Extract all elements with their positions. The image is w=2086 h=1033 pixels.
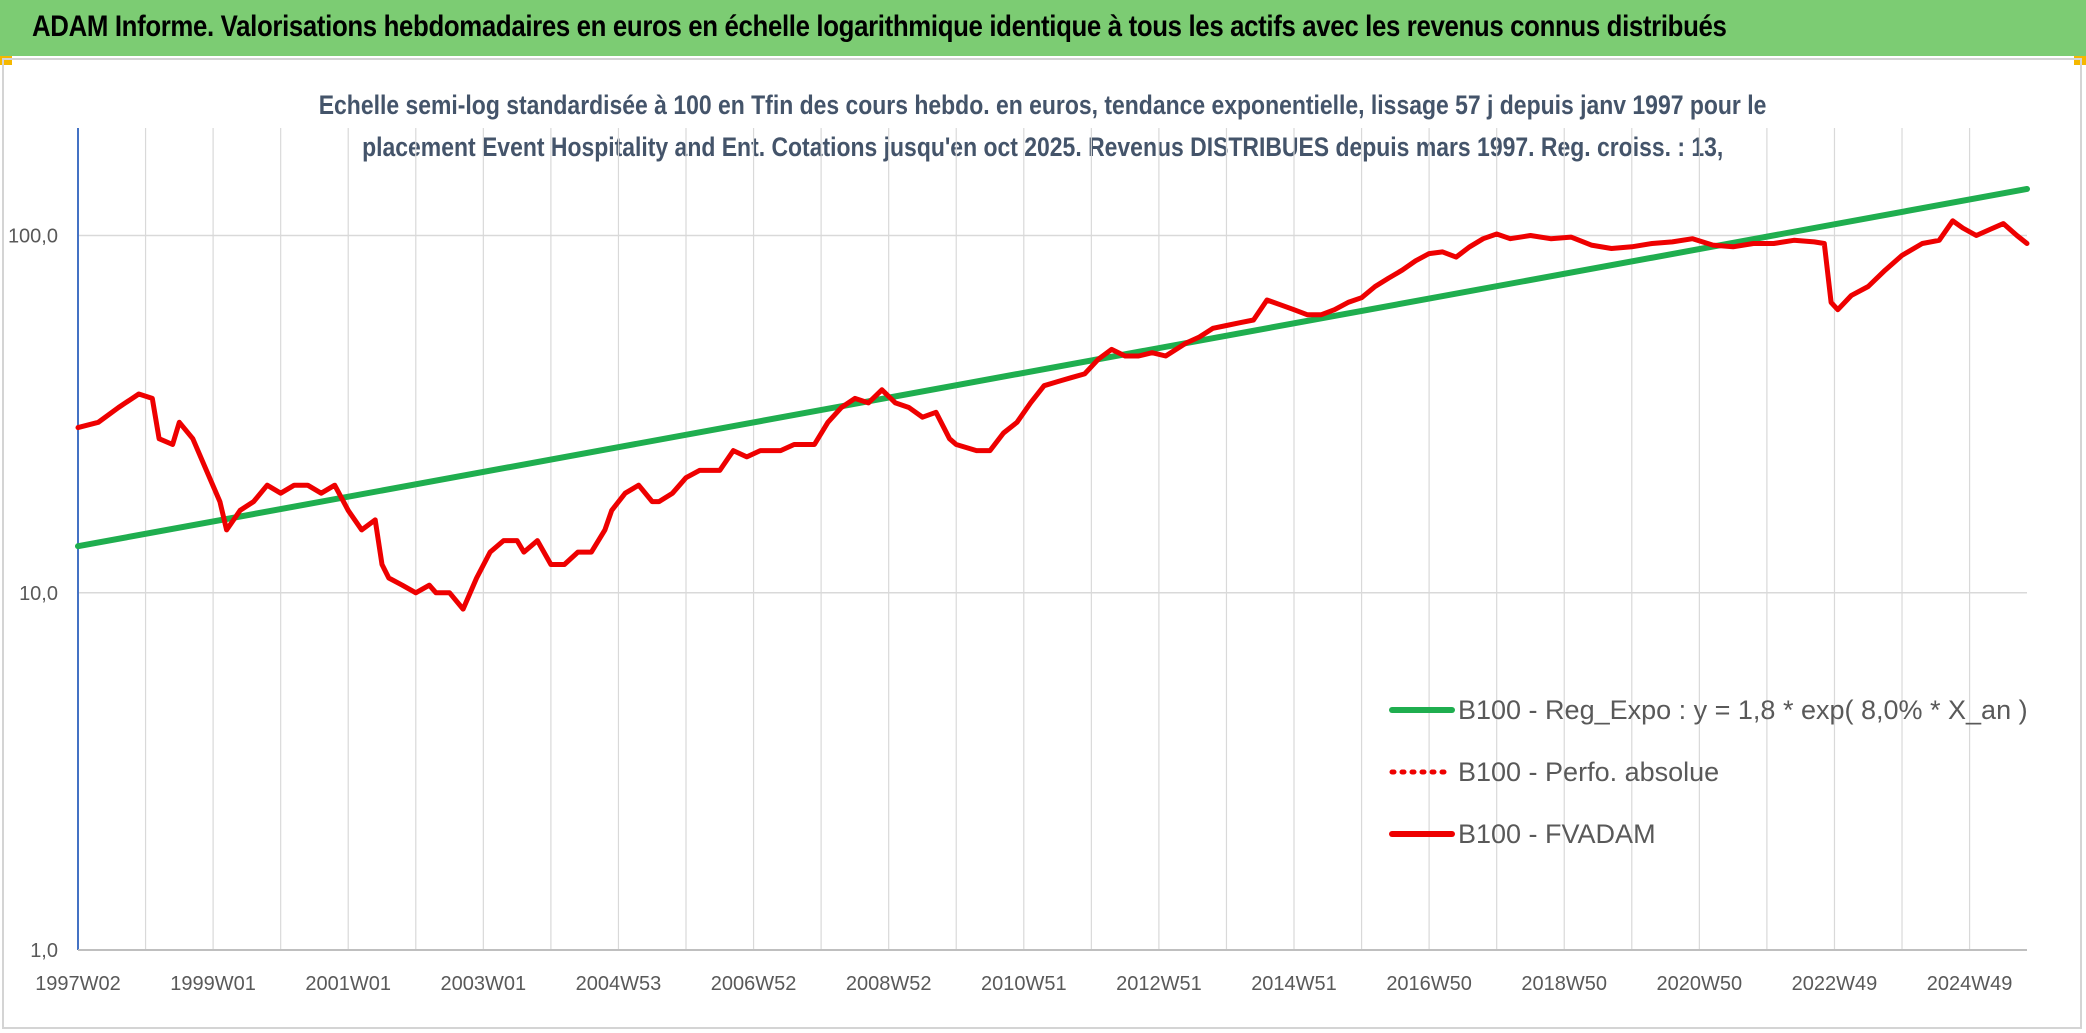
x-tick-label: 2018W50 [1521,973,1607,995]
x-tick-label: 2010W51 [981,973,1067,995]
y-tick-label: 10,0 [19,583,58,605]
chart-frame [2,58,2082,1029]
chart-title-line1: Echelle semi-log standardisée à 100 en T… [319,90,1767,120]
x-tick-label: 2008W52 [846,973,932,995]
header-banner: ADAM Informe. Valorisations hebdomadaire… [0,0,2086,56]
x-tick-label: 2020W50 [1657,973,1743,995]
x-tick-label: 2004W53 [576,973,662,995]
x-tick-label: 2016W50 [1386,973,1472,995]
legend-label-reg: B100 - Reg_Expo : y = 1,8 * exp( 8,0% * … [1458,695,2028,725]
y-tick-label: 1,0 [30,940,58,962]
y-tick-label: 100,0 [8,226,58,248]
page-title: ADAM Informe. Valorisations hebdomadaire… [32,10,1727,43]
legend-label-fvadam: B100 - FVADAM [1458,819,1656,849]
legend-label-perfo: B100 - Perfo. absolue [1458,757,1719,787]
series-line-fvadam [75,218,2030,612]
x-tick-label: 2024W49 [1927,973,2013,995]
x-tick-label: 1997W02 [35,973,121,995]
series-line-reg-expo [75,185,2030,550]
x-tick-label: 2014W51 [1251,973,1337,995]
x-tick-label: 2001W01 [305,973,391,995]
x-tick-label: 2022W49 [1792,973,1878,995]
x-tick-label: 2012W51 [1116,973,1202,995]
x-tick-label: 2003W01 [441,973,527,995]
x-tick-label: 1999W01 [170,973,256,995]
corner-marker-left [0,56,12,65]
x-tick-label: 2006W52 [711,973,797,995]
